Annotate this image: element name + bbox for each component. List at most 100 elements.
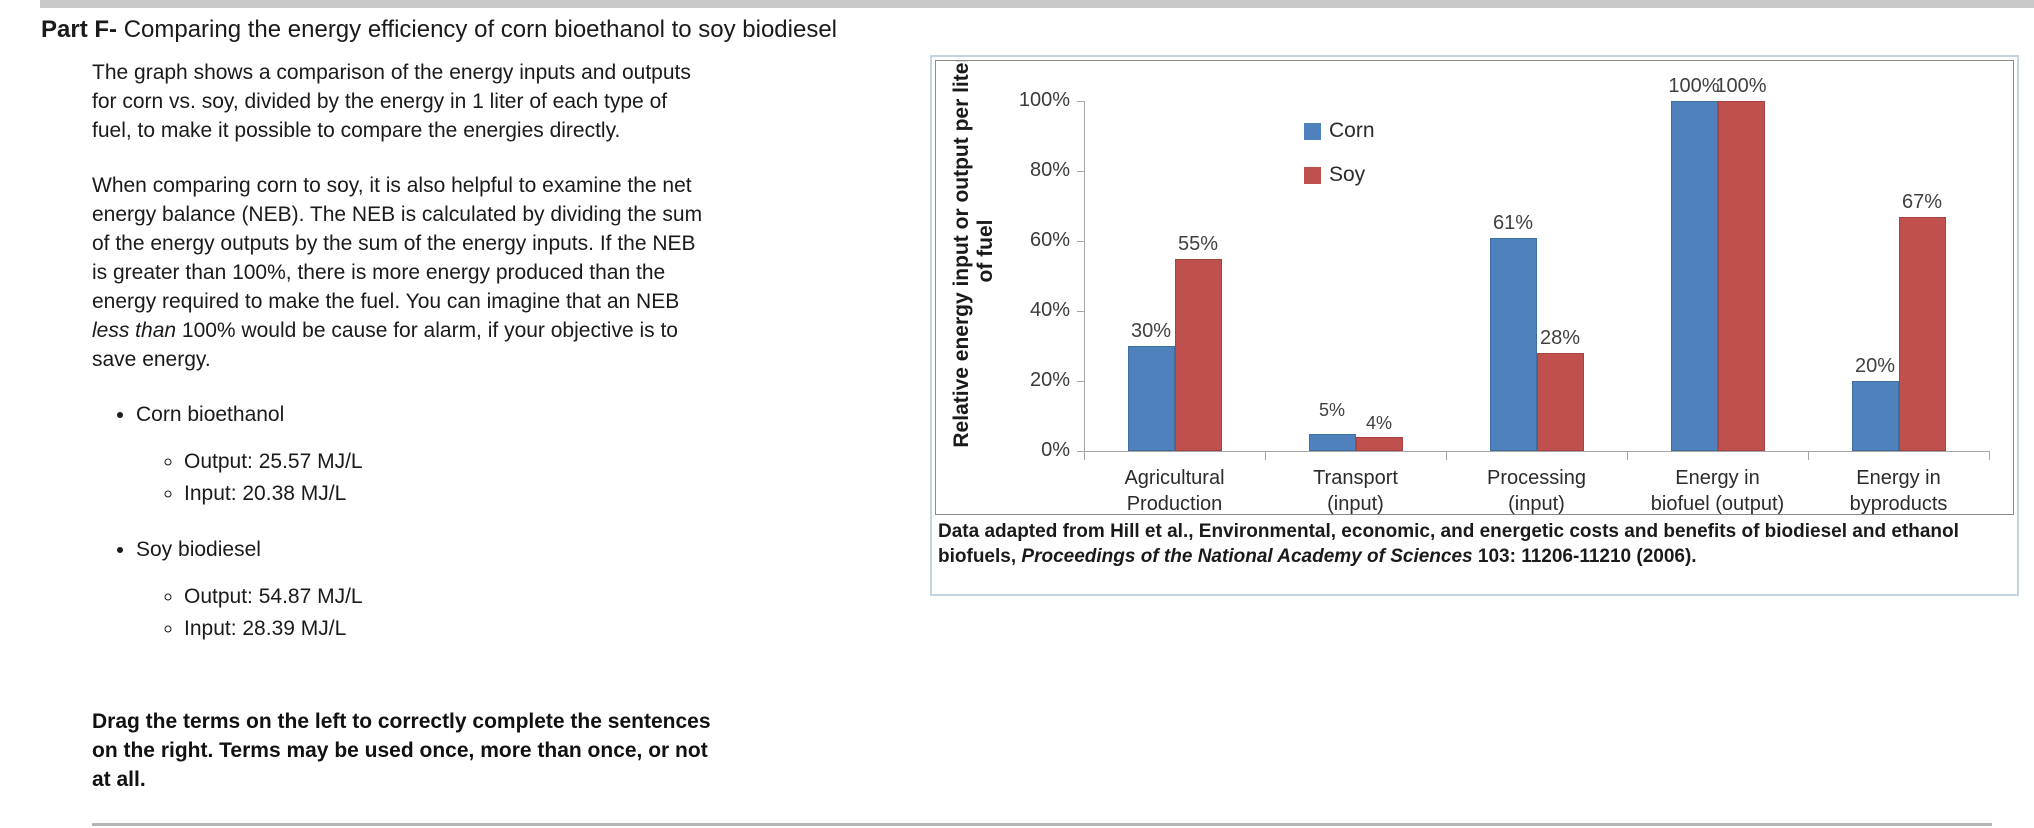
y-axis-tick-label: 40%: [1029, 299, 1070, 321]
y-axis-tick-label: 20%: [1029, 369, 1070, 391]
chart-legend: Corn Soy: [1304, 119, 1375, 207]
x-axis-category-line: (input): [1327, 493, 1384, 515]
bar-value-label: 28%: [1539, 327, 1581, 349]
x-axis-tick: [1446, 451, 1447, 460]
y-axis-tick-label: 80%: [1029, 159, 1070, 181]
bar-pair: 61% 28%: [1446, 101, 1627, 451]
x-axis-category-line: biofuel (output): [1650, 493, 1785, 515]
legend-swatch-corn-icon: [1304, 122, 1321, 140]
y-axis-title: Relative energy input or output per lite…: [950, 60, 997, 448]
list-item: Output: 25.57 MJ/L: [184, 447, 712, 477]
legend-item-soy: Soy: [1304, 163, 1375, 187]
bullet-soy-label: Soy biodiesel: [136, 538, 261, 561]
legend-label-corn: Corn: [1329, 119, 1375, 142]
drag-instruction-text: Drag the terms on the left to correctly …: [92, 710, 711, 791]
x-axis-tick: [1808, 451, 1809, 460]
legend-label-soy: Soy: [1329, 163, 1366, 186]
x-axis-tick: [1989, 451, 1990, 460]
y-axis-tick-mark: [1077, 241, 1085, 242]
x-axis-category-line: (input): [1508, 493, 1565, 515]
bar-value-label: 100%: [1715, 75, 1767, 97]
bar-value-label: 55%: [1177, 232, 1219, 255]
x-axis-category-line: Energy in: [1675, 467, 1760, 489]
list-item: Input: 20.38 MJ/L: [184, 479, 712, 509]
x-axis-category-label: Processing (input): [1446, 465, 1627, 515]
bar-group: 100% 100%: [1627, 75, 1808, 451]
bar-soy: 100%: [1715, 75, 1767, 451]
bar-value-label: 5%: [1318, 399, 1346, 420]
y-axis-tick-mark: [1077, 381, 1085, 382]
paragraph-2-part-a: When comparing corn to soy, it is also h…: [92, 174, 703, 313]
caption-part-1: Data adapted from Hill et al., Environme…: [938, 521, 1959, 567]
caption-part-2: 103: 11206-11210 (2006).: [1472, 546, 1697, 567]
bar-soy: 55%: [1174, 233, 1222, 451]
bar-group: 5% 4%: [1265, 101, 1446, 451]
x-axis-tick: [1084, 451, 1085, 460]
bar-corn: 61%: [1489, 212, 1537, 451]
question-body: The graph shows a comparison of the ener…: [92, 58, 712, 670]
x-axis-category-line: byproducts: [1849, 493, 1948, 515]
bar-value-label: 67%: [1901, 190, 1943, 213]
legend-swatch-soy-icon: [1304, 166, 1321, 184]
x-axis-category-label: Transport (input): [1265, 465, 1446, 515]
bar-value-label: 4%: [1365, 413, 1393, 433]
corn-sublist: Output: 25.57 MJ/L Input: 20.38 MJ/L: [136, 447, 712, 509]
bar-corn: 100%: [1668, 75, 1720, 451]
soy-sublist: Output: 54.87 MJ/L Input: 28.39 MJ/L: [136, 582, 712, 644]
plot-area: 30% 55% 5% 4% 61% 28% 100% 100% 20% 67%: [1084, 75, 1989, 451]
list-item: Corn bioethanol Output: 25.57 MJ/L Input…: [136, 400, 712, 509]
bar-group: 30% 55%: [1084, 101, 1265, 451]
paragraph-1: The graph shows a comparison of the ener…: [92, 61, 691, 142]
list-item: Input: 28.39 MJ/L: [184, 614, 712, 644]
figure-caption: Data adapted from Hill et al., Environme…: [938, 519, 2008, 569]
bar-pair: 30% 55%: [1084, 101, 1265, 451]
paragraph-2-part-b: 100% would be cause for alarm, if your o…: [92, 319, 678, 371]
bar-chart: Relative energy input or output per lite…: [935, 60, 2014, 515]
y-axis-tick-label: 0%: [1041, 439, 1070, 461]
bar-value-label: 61%: [1492, 211, 1534, 234]
heading-dash: -: [109, 16, 118, 43]
part-label: Part F: [41, 16, 110, 43]
figure-panel: Relative energy input or output per lite…: [930, 55, 2019, 596]
heading-title-text: Comparing the energy efficiency of corn …: [123, 16, 838, 43]
x-axis-tick: [1265, 451, 1266, 460]
legend-item-corn: Corn: [1304, 119, 1375, 143]
fuel-bullet-list: Corn bioethanol Output: 25.57 MJ/L Input…: [92, 400, 712, 644]
bottom-divider: [92, 823, 1992, 826]
y-axis-tick-label: 60%: [1029, 229, 1070, 251]
top-divider-bar: [40, 0, 2034, 8]
page-title: Part F- Comparing the energy efficiency …: [41, 15, 837, 45]
bullet-corn-label: Corn bioethanol: [136, 403, 285, 426]
bar-corn: 30%: [1127, 320, 1175, 451]
bar-group: 20% 67%: [1808, 101, 1989, 451]
bar-pair: 100% 100%: [1627, 75, 1808, 451]
bar-soy: 67%: [1898, 191, 1946, 451]
y-axis-tick-mark: [1077, 451, 1085, 452]
x-axis-category-line: Processing: [1487, 467, 1586, 489]
x-axis-category-line: Energy in: [1856, 467, 1941, 489]
bar-value-label: 100%: [1668, 75, 1720, 97]
bar-corn: 20%: [1851, 355, 1899, 451]
list-item: Output: 54.87 MJ/L: [184, 582, 712, 612]
bar-pair: 20% 67%: [1808, 101, 1989, 451]
x-axis-category-line: Agricultural: [1124, 467, 1225, 489]
x-axis-category-line: Transport: [1313, 467, 1398, 489]
paragraph-2-italic: less than: [92, 319, 177, 342]
bar-value-label: 30%: [1130, 320, 1172, 342]
y-axis-tick-label: 100%: [1018, 89, 1070, 111]
x-axis-category-label: Energy in biofuel (output): [1627, 465, 1808, 515]
y-axis-line: [1084, 101, 1085, 452]
y-axis-tick-mark: [1077, 101, 1085, 102]
bar-value-label: 20%: [1854, 355, 1896, 377]
list-item: Soy biodiesel Output: 54.87 MJ/L Input: …: [136, 535, 712, 644]
y-axis-tick-mark: [1077, 311, 1085, 312]
x-axis-tick: [1627, 451, 1628, 460]
x-axis-category-line: Production: [1126, 493, 1223, 515]
x-axis-line: [1084, 451, 1989, 452]
y-axis-tick-mark: [1077, 171, 1085, 172]
bar-pair: 5% 4%: [1265, 101, 1446, 451]
bar-soy: 4%: [1355, 413, 1403, 451]
paragraph-2: When comparing corn to soy, it is also h…: [92, 171, 712, 374]
